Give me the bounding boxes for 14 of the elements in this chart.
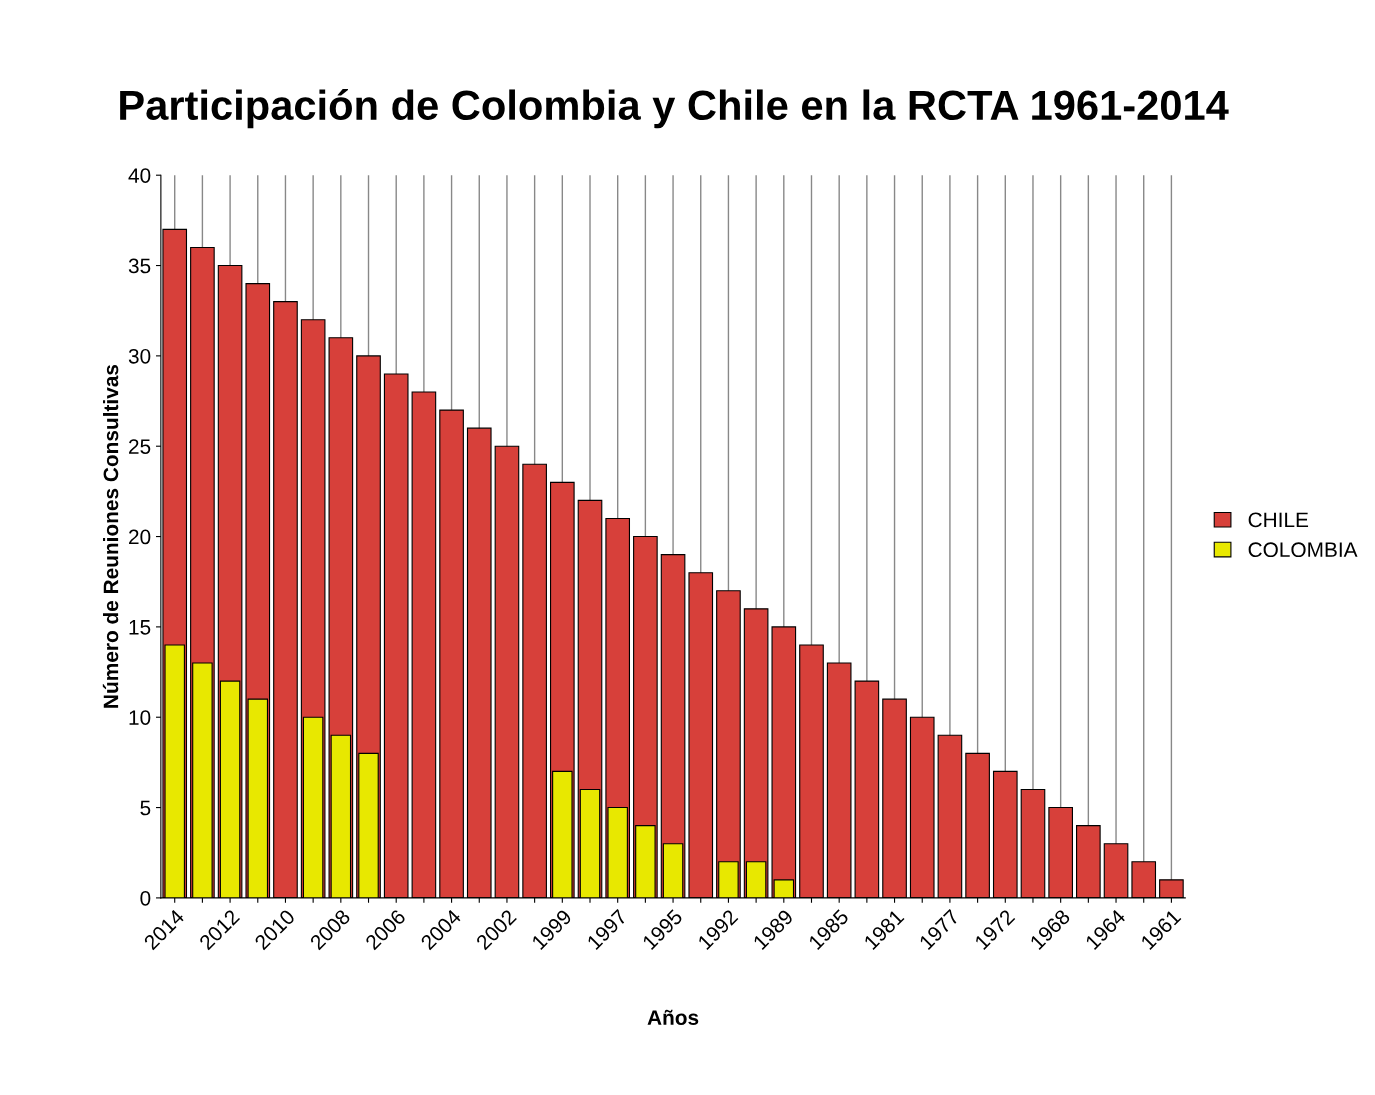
- x-axis-title: Años: [647, 1009, 699, 1025]
- legend-label: COLOMBIA: [1248, 542, 1358, 558]
- y-tick-label: 30: [128, 348, 151, 364]
- y-tick-label: 20: [129, 529, 151, 545]
- y-axis-title: Número de Reuniones Consultivas: [102, 364, 119, 708]
- chart-title: Participación de Colombia y Chile en la RCTA 1961-2014: [120, 89, 1229, 129]
- y-tick-label: 0: [140, 890, 151, 906]
- legend-label: CHILE: [1248, 512, 1309, 528]
- y-tick-label: 35: [128, 258, 151, 274]
- y-tick-label: 10: [129, 710, 151, 725]
- y-tick-label: 25: [129, 439, 151, 454]
- y-tick-label: 5: [140, 800, 151, 816]
- y-tick-label: 15: [129, 620, 151, 635]
- y-tick-label: 40: [128, 168, 151, 183]
